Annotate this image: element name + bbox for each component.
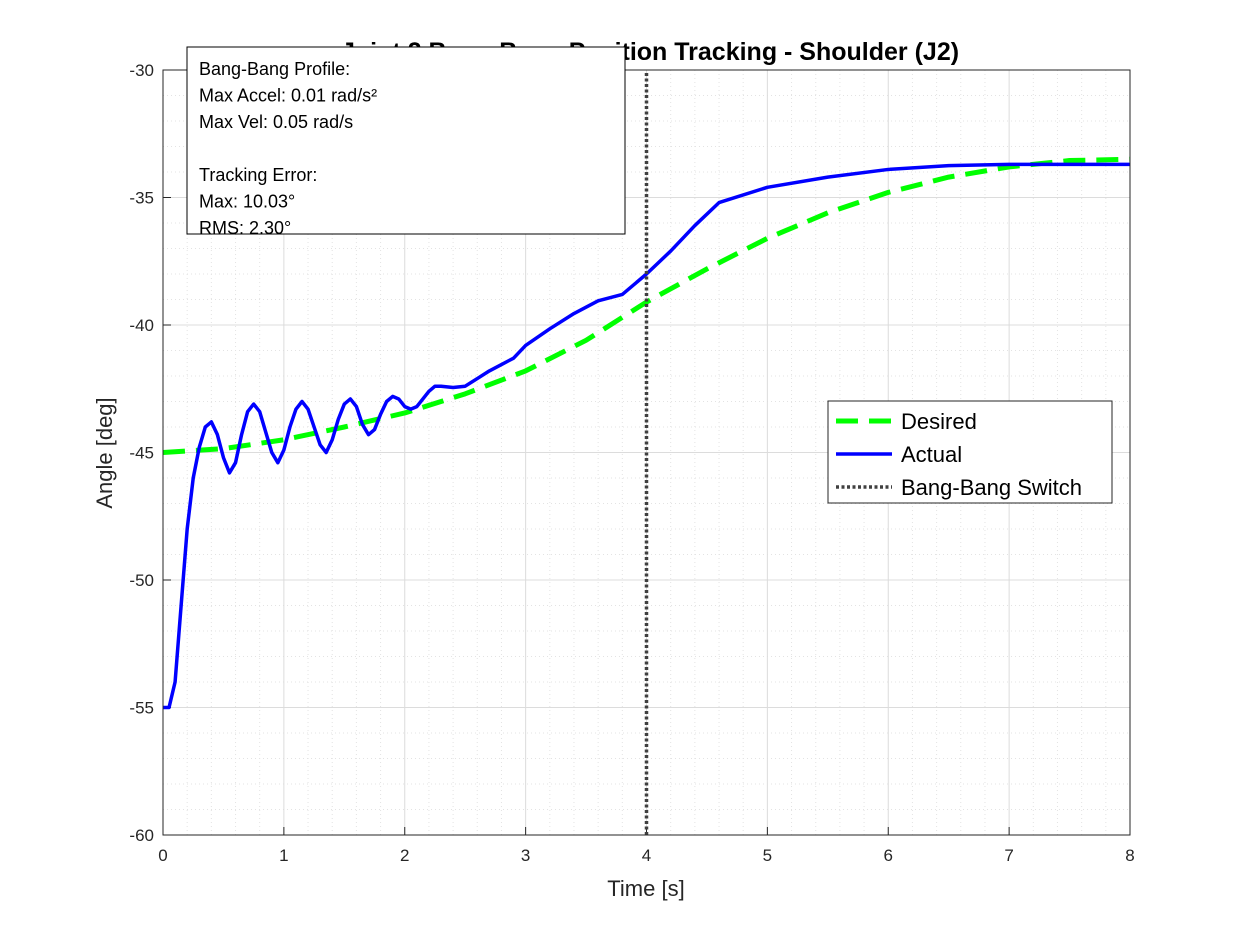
y-tick-labels: -60 -55 -50 -45 -40 -35 -30 (129, 61, 154, 845)
plot-series (162, 70, 1131, 835)
annotation-line: Max Vel: 0.05 rad/s (199, 112, 353, 132)
x-axis-label: Time [s] (607, 876, 684, 901)
annotation-box: Bang-Bang Profile: Max Accel: 0.01 rad/s²… (186, 46, 626, 238)
annotation-frame (186, 46, 626, 235)
y-tick-label: -60 (129, 826, 154, 845)
annotation-line: Bang-Bang Profile: (199, 59, 350, 79)
y-tick-label: -50 (129, 571, 154, 590)
y-tick-label: -35 (129, 189, 154, 208)
series-line-desired (162, 156, 1131, 455)
x-tick-label: 5 (763, 846, 772, 865)
legend: Desired Actual Bang-Bang Switch (827, 400, 1113, 504)
y-axis-label: Angle [deg] (92, 397, 117, 508)
x-tick-label: 0 (158, 846, 167, 865)
series-line-actual (163, 162, 1130, 710)
x-tick-label: 1 (279, 846, 288, 865)
x-tick-label: 3 (521, 846, 530, 865)
annotation-line: Tracking Error: (199, 165, 317, 185)
legend-entry-label: Desired (901, 409, 977, 434)
annotation-line: RMS: 2.30° (199, 218, 291, 238)
annotation-line: Max: 10.03° (199, 192, 295, 212)
legend-entry-label: Actual (901, 442, 962, 467)
x-tick-label: 6 (884, 846, 893, 865)
y-tick-label: -55 (129, 699, 154, 718)
legend-entry-label: Bang-Bang Switch (901, 475, 1082, 500)
x-tick-label: 8 (1125, 846, 1134, 865)
y-tick-label: -40 (129, 316, 154, 335)
annotation-line: Max Accel: 0.01 rad/s² (199, 86, 377, 106)
y-tick-label: -30 (129, 61, 154, 80)
x-tick-label: 7 (1004, 846, 1013, 865)
x-tick-labels: 0 1 2 3 4 5 6 7 8 (158, 846, 1134, 865)
x-tick-label: 2 (400, 846, 409, 865)
plot-frame (162, 69, 1131, 836)
y-tick-label: -45 (129, 444, 154, 463)
x-tick-label: 4 (642, 846, 651, 865)
